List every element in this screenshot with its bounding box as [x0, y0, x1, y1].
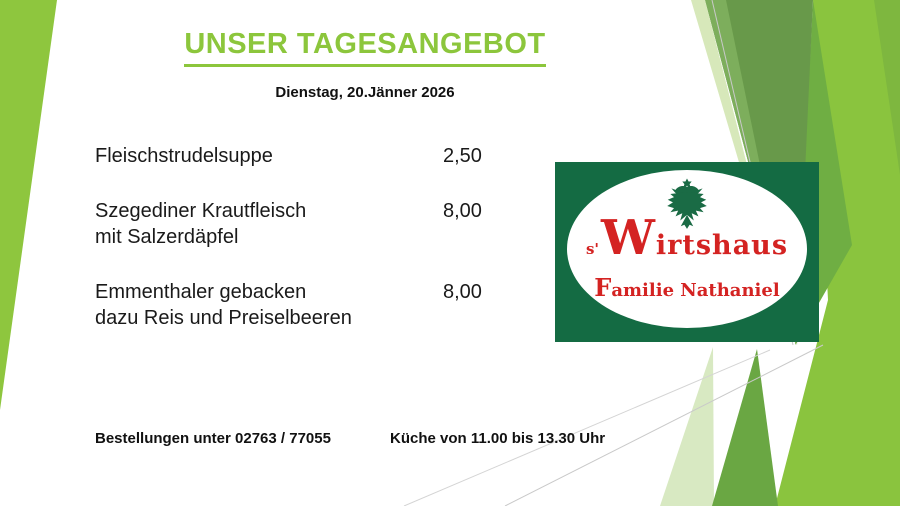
kitchen-hours-text: Küche von 11.00 bis 13.30 Uhr	[390, 430, 606, 447]
right-corner-facet	[874, 0, 900, 175]
date-line: Dienstag, 20.Jänner 2026	[275, 84, 455, 101]
menu-item-name-line2: mit Salzerdäpfel	[95, 226, 239, 248]
logo-name: Wirtshaus	[601, 210, 789, 266]
restaurant-logo: s' Wirtshaus Familie Nathaniel	[555, 162, 819, 342]
left-wedge-shape	[0, 0, 57, 410]
hairline-bottom-short	[403, 349, 771, 506]
menu-item-name: Fleischstrudelsuppe	[95, 145, 273, 167]
page-title: UNSER TAGESANGEBOT	[184, 28, 546, 67]
menu-item-price: 8,00	[443, 281, 482, 303]
menu-item-name: Emmenthaler gebacken	[95, 281, 307, 303]
menu-item: Fleischstrudelsuppe 2,50	[95, 143, 535, 169]
menu-item-name: Szegediner Krautfleisch	[95, 200, 307, 222]
double-headed-eagle-icon	[667, 178, 707, 229]
menu-item-name-line2: dazu Reis und Preiselbeeren	[95, 307, 352, 329]
menu-item: Szegediner Krautfleisch mit Salzerdäpfel…	[95, 198, 535, 250]
logo-prefix: s'	[585, 240, 599, 258]
lower-pale-shape	[660, 347, 714, 506]
menu-item-price: 8,00	[443, 200, 482, 222]
orders-phone-text: Bestellungen unter 02763 / 77055	[95, 430, 331, 447]
menu-item-price: 2,50	[443, 145, 482, 167]
menu-item: Emmenthaler gebacken dazu Reis und Preis…	[95, 279, 535, 331]
title-wrap: UNSER TAGESANGEBOT	[0, 28, 730, 67]
hairline-bottom-long	[504, 344, 824, 506]
lower-medium-shape	[712, 349, 778, 506]
logo-name-row: s' Wirtshaus	[555, 210, 819, 266]
logo-subtitle: Familie Nathaniel	[594, 273, 780, 302]
